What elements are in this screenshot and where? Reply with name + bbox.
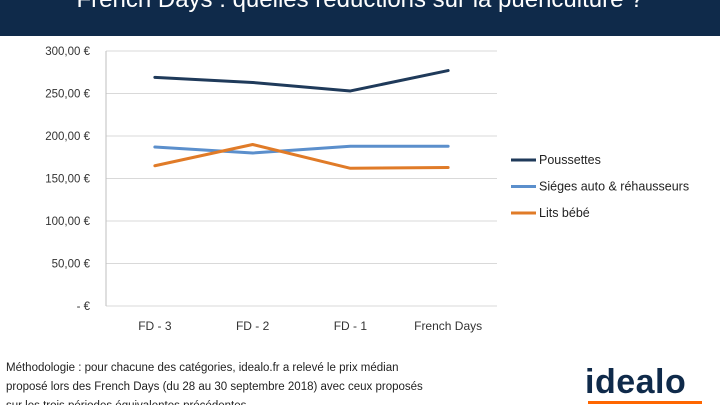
legend-label: Siéges auto & réhausseurs — [539, 180, 689, 194]
y-tick-label: - € — [77, 301, 91, 313]
y-tick-label: 200,00 € — [45, 131, 90, 143]
series-line — [153, 143, 450, 170]
x-tick-label: FD - 3 — [138, 319, 172, 333]
y-tick-label: 50,00 € — [52, 259, 91, 271]
x-tick-label: FD - 1 — [334, 319, 368, 333]
title-bar: French Days : quelles réductions sur la … — [0, 0, 720, 36]
logo-underline — [588, 401, 702, 404]
methodology-note: Méthodologie : pour chacune des catégori… — [6, 359, 476, 405]
series-line — [153, 69, 450, 93]
x-tick-label: FD - 2 — [236, 319, 270, 333]
methodology-line: sur les trois périodes équivalentes préc… — [6, 397, 476, 405]
page-title: French Days : quelles réductions sur la … — [0, 0, 720, 14]
y-tick-label: 100,00 € — [45, 216, 90, 228]
line-chart: - € 50,00 € 100,00 € 150,00 € 200,00 € 250,00… — [45, 46, 689, 333]
legend-label: Poussettes — [539, 153, 601, 167]
idealo-logo: idealo — [585, 363, 687, 401]
y-tick-label: 250,00 € — [45, 89, 90, 101]
methodology-line: proposé lors des French Days (du 28 au 3… — [6, 381, 423, 393]
legend-label: Lits bébé — [539, 206, 590, 220]
series-line — [153, 144, 450, 155]
y-tick-label: 300,00 € — [45, 46, 90, 58]
methodology-line: Méthodologie : pour chacune des catégori… — [6, 362, 399, 374]
y-tick-label: 150,00 € — [45, 174, 90, 186]
x-tick-label: French Days — [414, 319, 482, 333]
